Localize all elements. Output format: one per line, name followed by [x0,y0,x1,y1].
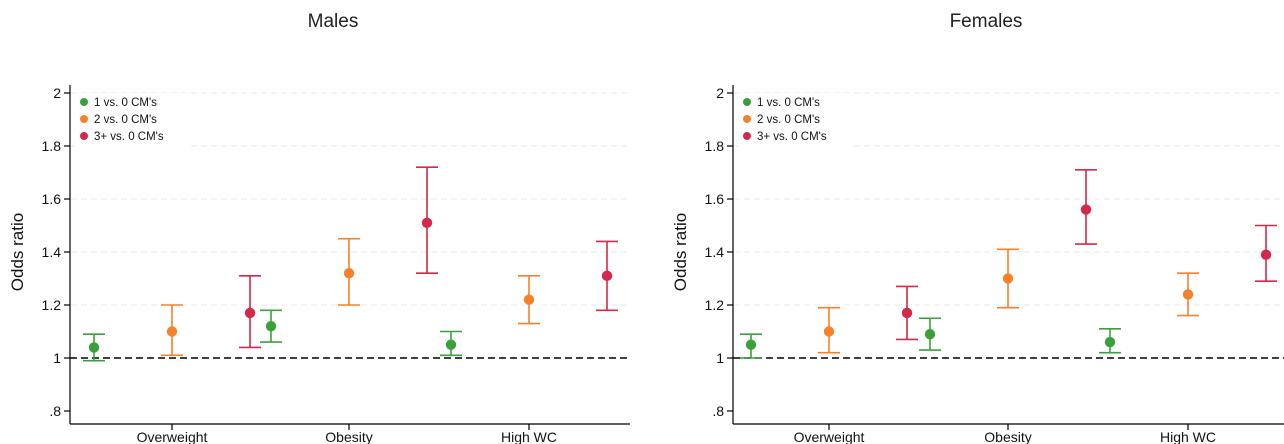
y-tick-label: 1.4 [705,244,725,260]
y-tick-label: 1.6 [42,191,62,207]
data-point [244,307,256,319]
chart-title: Females [950,11,1023,32]
legend-entry: 2 vs. 0 CM's [757,114,820,126]
chart-title: Males [308,11,359,32]
y-tick-label: 1.4 [42,244,62,260]
data-point [1182,289,1194,300]
data-point [1080,204,1092,215]
x-category-label: Overweight [137,429,208,444]
legend: 1 vs. 0 CM's 2 vs. 0 CM's 3+ vs. 0 CM's [75,93,187,149]
x-category-label: Obesity [984,429,1031,444]
legend-marker [80,115,88,123]
data-point [924,328,936,340]
y-tick-label: 1.6 [705,191,725,207]
y-axis-label: Odds ratio [8,213,27,291]
x-category-label: Overweight [794,429,865,444]
data-point [1104,336,1116,348]
x-category-label: Obesity [325,429,372,444]
data-point [1260,249,1272,260]
data-point [901,307,913,319]
legend-background [738,93,850,149]
y-tick-label: 1.2 [705,297,725,313]
legend-entry: 2 vs. 0 CM's [94,114,157,126]
legend-entry: 3+ vs. 0 CM's [757,131,827,143]
y-tick-label: .8 [49,403,61,419]
data-point [166,326,178,337]
legend-entry: 1 vs. 0 CM's [757,97,820,109]
y-tick-label: 1.8 [705,138,725,154]
y-tick-label: 1 [716,350,724,366]
y-tick-label: 1.2 [42,297,62,313]
y-tick-label: 2 [53,85,61,101]
data-point [421,217,433,229]
legend-marker [743,98,751,106]
males-panel: Males Odds ratio .8 1 1.2 1.4 1.6 1.8 2 Overweigh… [8,11,630,444]
legend-marker [80,98,88,106]
y-tick-label: 1 [53,350,61,366]
legend-marker [80,132,88,140]
legend-marker [743,132,751,140]
data-point [823,326,835,337]
data-point [445,339,457,350]
y-tick-label: 1.8 [42,138,62,154]
x-category-label: High WC [1160,429,1216,444]
legend-entry: 1 vs. 0 CM's [94,97,157,109]
data-point [523,294,535,305]
data-point [88,342,100,353]
data-point [601,270,613,282]
legend-background [75,93,187,149]
y-tick-label: .8 [712,403,724,419]
data-point [1002,273,1014,284]
x-category-label: High WC [501,429,557,444]
data-point [745,339,757,350]
legend-marker [743,115,751,123]
data-point [265,321,277,332]
data-point [343,268,355,279]
legend: 1 vs. 0 CM's 2 vs. 0 CM's 3+ vs. 0 CM's [738,93,850,149]
y-axis-label: Odds ratio [671,213,690,291]
females-panel: Females Odds ratio .8 1 1.2 1.4 1.6 1.8 2 Overwei… [671,11,1284,444]
legend-entry: 3+ vs. 0 CM's [94,131,164,143]
y-tick-label: 2 [716,85,724,101]
